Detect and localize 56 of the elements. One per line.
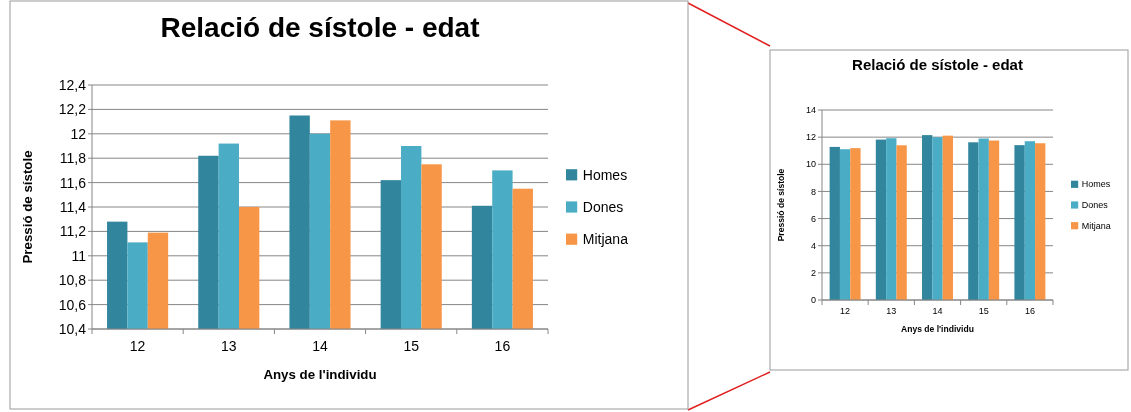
x-axis-title: Anys de l'individu xyxy=(901,324,974,335)
x-tick-label: 16 xyxy=(1024,306,1035,317)
bar xyxy=(886,138,897,300)
y-axis-title: Pressió de sístole xyxy=(776,168,787,242)
y-tick-label: 10,6 xyxy=(58,296,87,313)
y-tick-label: 11,2 xyxy=(59,223,87,240)
y-tick-label: 10 xyxy=(805,159,816,170)
bar xyxy=(978,138,989,300)
legend-label: Homes xyxy=(582,166,628,183)
x-tick-label: 13 xyxy=(221,338,237,355)
y-tick-label: 11,6 xyxy=(59,174,87,191)
bar xyxy=(968,142,979,300)
x-tick-label: 15 xyxy=(403,338,420,355)
bar xyxy=(932,137,943,300)
y-tick-label: 12 xyxy=(70,125,87,142)
x-axis-title: Anys de l'individu xyxy=(263,367,377,383)
y-tick-label: 11,4 xyxy=(59,198,87,215)
x-tick-label: 12 xyxy=(840,306,851,317)
y-tick-label: 14 xyxy=(805,105,816,116)
x-tick-label: 16 xyxy=(494,338,511,355)
x-tick-label: 14 xyxy=(312,338,328,355)
y-tick-label: 6 xyxy=(810,213,816,224)
y-tick-label: 11,8 xyxy=(59,150,87,167)
bar xyxy=(850,148,861,300)
y-tick-label: 2 xyxy=(810,268,816,279)
y-tick-label: 12,4 xyxy=(58,76,87,93)
x-tick-label: 12 xyxy=(129,338,146,355)
bar xyxy=(1014,145,1025,300)
x-tick-label: 13 xyxy=(886,306,897,317)
chart-title: Relació de sístole - edat xyxy=(160,12,480,44)
legend-label: Dones xyxy=(582,198,624,215)
bar xyxy=(942,135,953,300)
bar xyxy=(1024,141,1036,300)
chart-title: Relació de sístole - edat xyxy=(852,55,1023,73)
bar xyxy=(922,135,933,300)
y-tick-label: 4 xyxy=(810,240,816,251)
legend-label: Mitjana xyxy=(1081,220,1111,231)
y-tick-label: 8 xyxy=(810,186,816,197)
y-tick-label: 10,4 xyxy=(58,320,87,337)
y-tick-label: 0 xyxy=(810,295,816,306)
bar xyxy=(896,145,907,300)
y-tick-label: 11 xyxy=(71,247,87,264)
bar xyxy=(1035,143,1046,300)
bar xyxy=(988,140,1000,300)
bar xyxy=(839,149,851,300)
y-tick-label: 12 xyxy=(805,132,816,143)
y-axis-title: Pressió de sístole xyxy=(20,150,36,264)
x-tick-label: 15 xyxy=(978,306,989,317)
bar xyxy=(829,146,840,300)
x-tick-label: 14 xyxy=(932,306,943,317)
y-tick-label: 10,8 xyxy=(58,272,87,289)
y-tick-label: 12,2 xyxy=(58,101,87,118)
bar xyxy=(875,139,887,300)
legend-label: Mitjana xyxy=(582,231,629,248)
legend-label: Dones xyxy=(1081,200,1109,211)
legend-label: Homes xyxy=(1081,179,1111,190)
